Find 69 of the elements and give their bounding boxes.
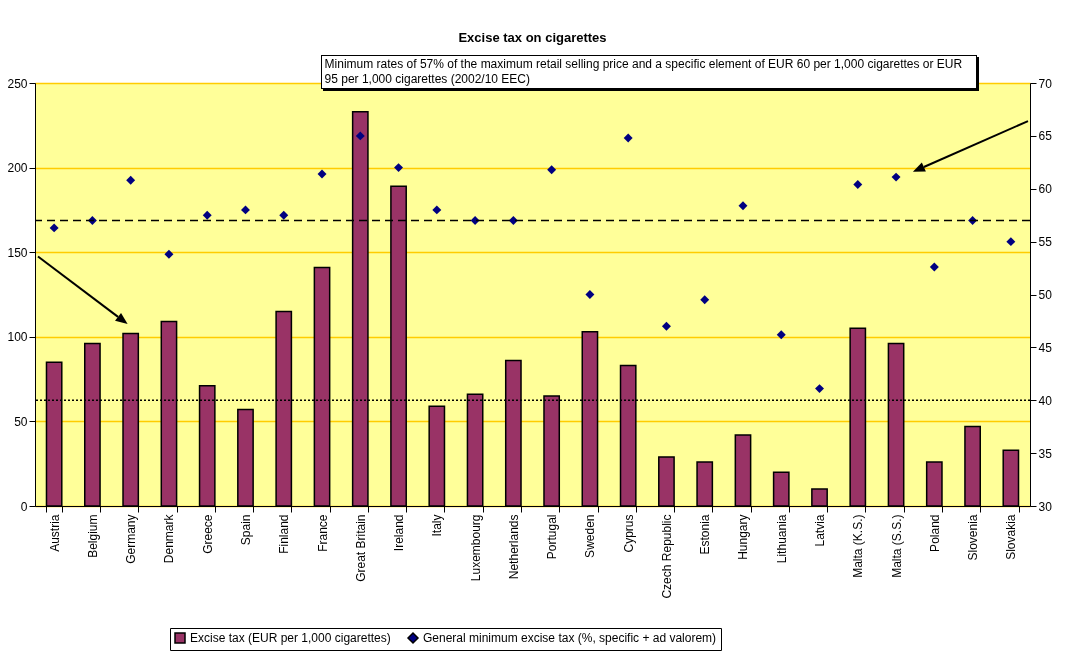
- x-tick-label: Austria: [47, 514, 62, 552]
- x-tick-label: Great Britain: [353, 514, 368, 582]
- y2-tick-label: 65: [1038, 129, 1053, 144]
- point: [164, 249, 174, 259]
- x-tick-label: Luxembourg: [468, 514, 483, 582]
- point: [891, 172, 901, 182]
- y2-tick-label: 35: [1038, 446, 1053, 461]
- x-tick-label: Estonia: [698, 514, 713, 555]
- point: [126, 175, 136, 185]
- point: [853, 180, 863, 189]
- point: [202, 210, 212, 220]
- point: [585, 290, 595, 299]
- y2-tick-label: 70: [1038, 76, 1053, 91]
- annotation: Minimum rates of 57% of the maximum retail selling price and a specific element of EUR 60 per 1,000 cigarettes or EUR 95 per 1,000 cigarettes (2002/10 EEC): [320, 55, 978, 89]
- chart-title: Excise tax on cigarettes: [458, 30, 607, 45]
- x-tick-label: Greece: [200, 514, 215, 554]
- y2-tick-label: 30: [1038, 499, 1053, 514]
- point: [279, 210, 289, 220]
- point: [623, 133, 633, 143]
- y2-tick-label: 50: [1038, 288, 1053, 302]
- y2-tick-label: 40: [1038, 393, 1053, 408]
- x-tick-label: Poland: [927, 514, 942, 552]
- point: [470, 216, 480, 225]
- x-tick-label: Slovenia: [966, 514, 981, 561]
- y2-tick-label: 60: [1038, 182, 1053, 197]
- y-tick-label: 100: [7, 330, 28, 345]
- point: [1006, 237, 1016, 247]
- point: [661, 321, 671, 331]
- x-tick-label: Ireland: [392, 514, 407, 552]
- point: [815, 384, 824, 394]
- x-tick-label: Portugal: [545, 514, 560, 560]
- x-tick-label: Germany: [124, 514, 139, 564]
- x-tick-label: Italy: [430, 514, 445, 537]
- legend-label: Excise tax (EUR per 1,000 cigarettes): [190, 631, 391, 645]
- y2-tick-label: 55: [1038, 235, 1053, 250]
- y-tick-label: 0: [20, 499, 28, 514]
- x-tick-label: Czech Republic: [659, 514, 674, 599]
- x-tick-label: Denmark: [162, 513, 177, 564]
- point: [432, 205, 442, 215]
- point: [317, 169, 327, 179]
- y-tick-label: 200: [7, 161, 28, 176]
- x-tick-label: Cyprus: [621, 514, 636, 553]
- point: [700, 295, 710, 305]
- legend-label: General minimum excise tax (%, specific + ad valorem): [423, 631, 717, 645]
- x-tick-label: Slovakia: [1004, 514, 1019, 560]
- x-tick-label: Malta (K.S.): [851, 514, 866, 578]
- y-tick-label: 250: [7, 76, 28, 91]
- x-tick-label: Netherlands: [506, 514, 521, 580]
- point: [508, 216, 518, 225]
- x-tick-label: Lithuania: [774, 514, 789, 564]
- point: [355, 131, 365, 141]
- point: [49, 223, 59, 233]
- point: [241, 205, 250, 215]
- point: [738, 201, 748, 211]
- x-tick-label: Belgium: [85, 514, 100, 558]
- x-tick-label: Sweden: [583, 514, 598, 558]
- y-tick-label: 150: [7, 245, 28, 260]
- y-tick-label: 50: [14, 414, 28, 429]
- point: [776, 330, 786, 340]
- x-tick-label: Finland: [277, 514, 292, 554]
- x-tick-label: Malta (S.S.): [889, 514, 904, 578]
- x-tick-label: France: [315, 514, 330, 552]
- point: [547, 165, 557, 175]
- x-tick-label: Hungary: [736, 514, 751, 560]
- y2-tick-label: 45: [1038, 340, 1053, 355]
- point: [394, 163, 404, 173]
- point: [929, 262, 939, 272]
- x-tick-label: Spain: [238, 514, 253, 546]
- x-tick-label: Latvia: [813, 514, 828, 547]
